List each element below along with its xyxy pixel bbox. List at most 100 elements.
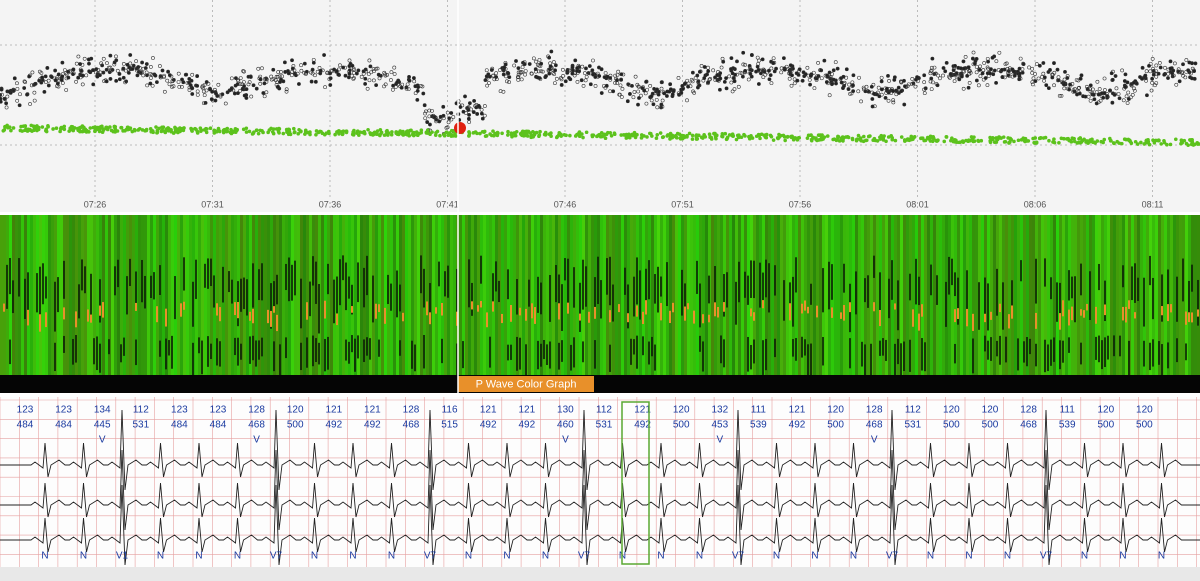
p-dot <box>340 132 345 137</box>
rr-dot <box>195 92 200 97</box>
rr-interval: 484 <box>55 420 72 431</box>
rr-dot <box>1192 76 1197 81</box>
rr-interval: 484 <box>171 420 188 431</box>
beat-type: V7 <box>578 551 591 562</box>
rr-dot <box>876 85 881 90</box>
p-dot <box>105 127 110 132</box>
stripe-dark <box>438 261 440 287</box>
stripe <box>432 215 435 375</box>
rr-dot <box>1145 93 1149 98</box>
rr-dot <box>922 80 927 85</box>
rr-dot <box>130 67 135 71</box>
stripe-dark <box>945 281 947 327</box>
rr-dot <box>619 72 624 77</box>
rr-dot <box>792 81 797 86</box>
rr-dot <box>685 78 690 83</box>
stripe-dark <box>1095 336 1097 360</box>
p-dot <box>1008 137 1013 142</box>
p-dot <box>336 129 341 133</box>
stripe <box>564 215 567 375</box>
stripe <box>462 215 465 375</box>
stripe-dark <box>204 263 206 288</box>
stripe <box>924 215 927 375</box>
rr-dot <box>412 79 417 84</box>
rr-dot <box>1123 72 1128 77</box>
stripe-orange <box>378 304 380 313</box>
beat-mark: V <box>253 435 260 446</box>
p-dot <box>205 127 209 131</box>
rr-dot <box>767 77 772 82</box>
stripe-dark <box>63 260 65 299</box>
rr-dot <box>1108 88 1112 93</box>
rr-dot <box>231 88 236 93</box>
stripe-orange <box>1161 306 1163 316</box>
p-dot <box>995 137 1000 142</box>
rr-dot <box>808 82 812 87</box>
stripe <box>834 215 837 375</box>
rr-dot <box>906 82 911 87</box>
stripe-dark <box>750 344 752 370</box>
stripe-dark <box>159 340 161 357</box>
rr-dot <box>790 73 794 78</box>
rr-dot <box>659 86 664 91</box>
stripe-orange <box>3 303 5 312</box>
stripe-dark <box>909 339 911 372</box>
stripe-dark <box>510 344 512 360</box>
stripe-dark <box>1068 337 1070 353</box>
rr-dot <box>847 82 852 87</box>
p-dot <box>555 134 560 139</box>
rr-dot <box>516 66 521 71</box>
p-dot <box>500 131 504 136</box>
rr-dot <box>374 66 379 71</box>
rr-dot <box>801 70 806 75</box>
rr-dot <box>593 84 598 88</box>
rr-dot <box>79 68 83 73</box>
beat-type: V7 <box>270 551 283 562</box>
stripe-orange <box>1068 309 1070 326</box>
rr-dot <box>591 58 595 63</box>
rr-dot <box>862 87 866 92</box>
stripe-orange <box>687 303 689 310</box>
stripe <box>969 215 972 375</box>
stripe-orange <box>750 308 752 317</box>
rr-dot <box>223 101 228 106</box>
stripe-orange <box>441 302 443 316</box>
rr-dot <box>1094 90 1099 95</box>
rr-dot <box>1123 85 1128 89</box>
p-dot <box>737 133 741 138</box>
rr-dot <box>271 67 276 72</box>
rr-dot <box>1166 76 1170 80</box>
rr-dot <box>800 78 805 83</box>
p-dot <box>292 126 296 131</box>
p-dot <box>690 133 695 138</box>
rr-dot <box>895 89 900 94</box>
p-dot <box>840 138 844 142</box>
stripe-dark <box>924 342 926 372</box>
rr-dot <box>553 68 558 73</box>
p-dot <box>961 140 966 144</box>
stripe-dark <box>141 259 143 303</box>
stripe-dark <box>54 342 56 372</box>
selected-beat[interactable] <box>621 401 650 565</box>
stripe-dark <box>120 344 122 363</box>
p-dot <box>626 134 631 139</box>
stripe <box>393 215 396 375</box>
rr-dot <box>140 60 144 65</box>
p-dot <box>793 136 798 140</box>
stripe-dark <box>909 273 911 301</box>
rr-dot <box>423 111 427 116</box>
stripe-dark <box>1080 263 1082 296</box>
rr-dot <box>716 78 721 83</box>
rr-dot <box>827 93 832 98</box>
rr-dot <box>559 83 564 87</box>
p-dot <box>132 127 137 132</box>
rr-dot <box>749 74 754 79</box>
heart-rate: 120 <box>943 405 960 416</box>
stripe-orange <box>183 301 185 310</box>
stripe-orange <box>519 307 521 316</box>
p-dot <box>608 130 613 135</box>
stripe-dark <box>288 257 290 302</box>
stripe-dark <box>870 343 872 379</box>
rr-dot <box>976 83 981 88</box>
stripe <box>960 215 963 375</box>
